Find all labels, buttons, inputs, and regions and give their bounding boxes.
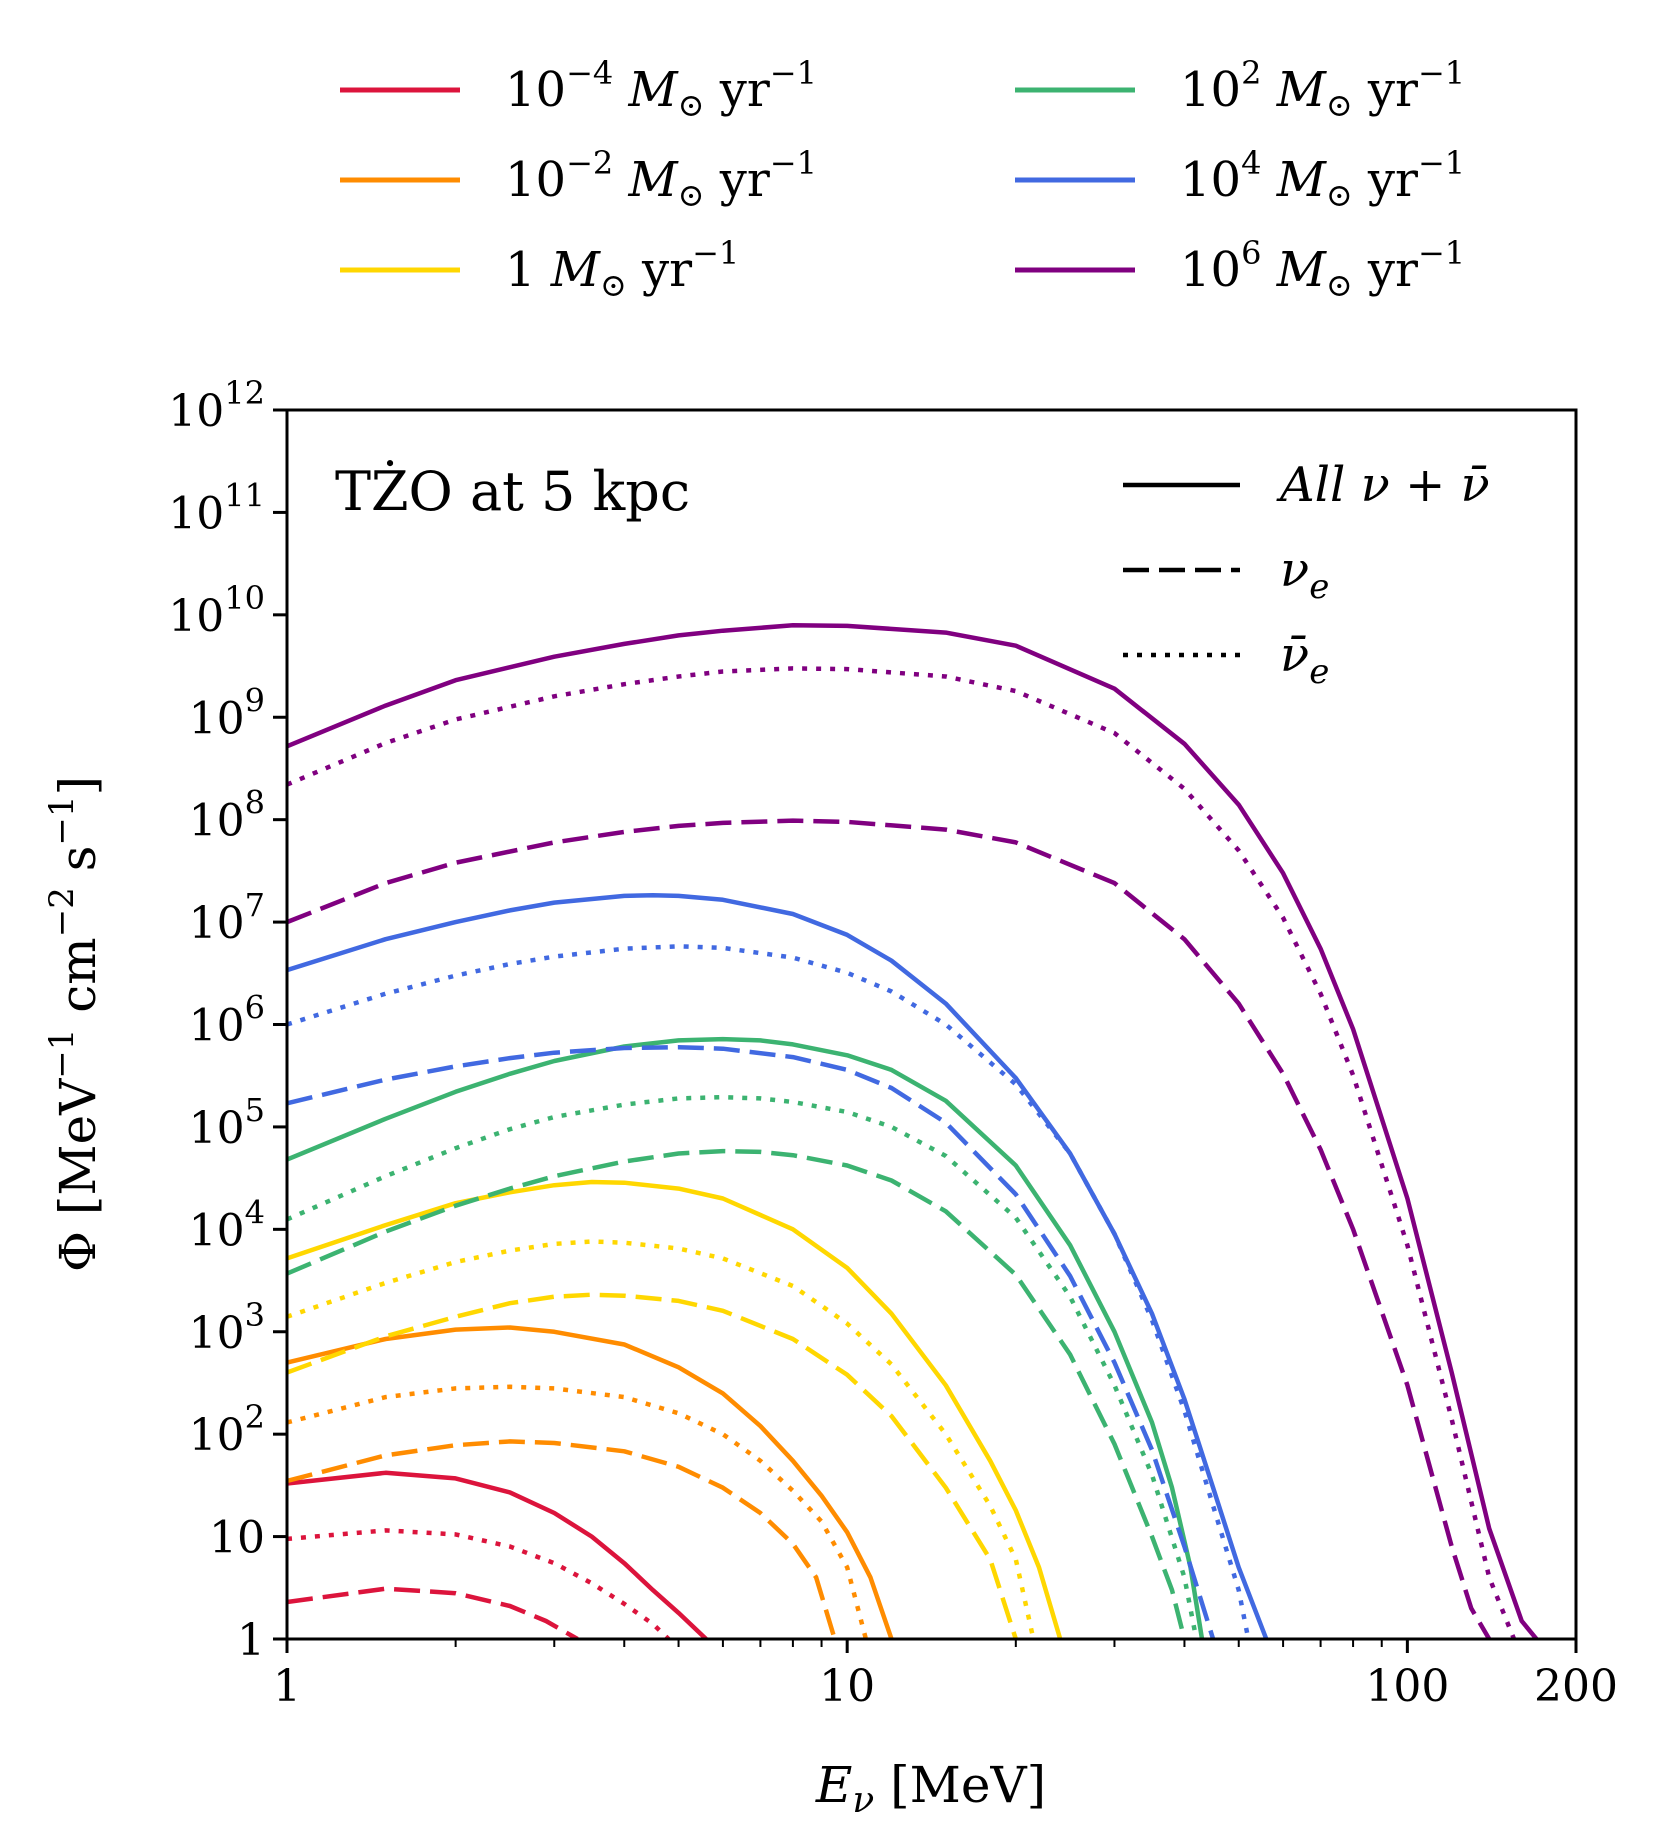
axes-frame xyxy=(285,408,1578,1641)
style-legend-label: νe xyxy=(1280,542,1329,607)
y-tick-label: 1010 xyxy=(168,579,265,642)
series-line-4 xyxy=(287,1439,837,1639)
series-line-10 xyxy=(287,1148,1187,1639)
series-line-17 xyxy=(287,666,1517,1639)
x-tick-label: 200 xyxy=(1534,1661,1618,1712)
y-tick-label: 1 xyxy=(237,1615,265,1666)
x-axis-label: Eν [MeV] xyxy=(815,1756,1046,1821)
y-tick-label: 103 xyxy=(189,1296,265,1359)
y-tick-label: 105 xyxy=(189,1091,265,1154)
series-line-9 xyxy=(287,1036,1205,1639)
y-tick-label: 106 xyxy=(189,989,265,1052)
color-legend: 10−4 M⊙ yr−1 10−2 M⊙ yr−1 1 M⊙ yr−1 102 M⊙ … xyxy=(340,54,1465,304)
series-line-15 xyxy=(287,623,1539,1639)
series-line-3 xyxy=(287,1325,894,1639)
legend-label: 1 M⊙ yr−1 xyxy=(505,234,739,304)
legend-label: 104 M⊙ yr−1 xyxy=(1180,144,1465,214)
series-line-2 xyxy=(287,1528,671,1639)
y-tick-label: 102 xyxy=(189,1398,265,1461)
x-tick-label: 100 xyxy=(1365,1661,1449,1712)
series-line-16 xyxy=(287,818,1492,1639)
series-line-7 xyxy=(287,1292,1018,1639)
y-axis-ticks: 1 10 102 103 104 105 106 107 108 109 1010 1011 1012 xyxy=(168,374,287,1666)
series-line-14 xyxy=(287,944,1251,1639)
x-axis-ticks: 1 10 100 200 xyxy=(273,1639,1618,1712)
series-line-5 xyxy=(287,1384,869,1639)
y-tick-label: 109 xyxy=(189,681,265,744)
y-tick-label: 1012 xyxy=(168,374,265,437)
y-tick-label: 10 xyxy=(209,1513,265,1564)
legend-label: 102 M⊙ yr−1 xyxy=(1180,54,1465,124)
legend-label: 10−2 M⊙ yr−1 xyxy=(505,144,817,214)
style-legend-label: ν̄e xyxy=(1280,627,1329,692)
chart-annotation: TŻO at 5 kpc xyxy=(335,459,690,523)
plot-lines xyxy=(287,623,1539,1639)
y-axis-label: Φ [MeV−1 cm−2 s−1] xyxy=(42,776,107,1272)
y-tick-label: 104 xyxy=(189,1193,265,1256)
x-tick-label: 1 xyxy=(273,1661,301,1712)
legend-label: 10−4 M⊙ yr−1 xyxy=(505,54,817,124)
series-line-1 xyxy=(287,1586,579,1639)
y-tick-label: 107 xyxy=(189,886,265,949)
series-line-13 xyxy=(287,1044,1216,1639)
x-tick-label: 10 xyxy=(819,1661,875,1712)
style-legend-label: All ν + ν̄ xyxy=(1276,457,1490,513)
y-tick-label: 1011 xyxy=(168,476,265,539)
series-line-11 xyxy=(287,1094,1199,1639)
series-line-0 xyxy=(287,1470,708,1639)
series-line-12 xyxy=(287,892,1269,1639)
line-style-legend: All ν + ν̄ νe ν̄e xyxy=(1123,457,1490,692)
y-tick-label: 108 xyxy=(189,784,265,847)
legend-label: 106 M⊙ yr−1 xyxy=(1180,234,1465,304)
